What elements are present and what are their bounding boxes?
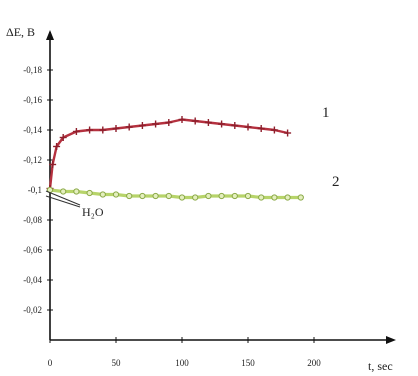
x-axis-arrow <box>386 336 396 344</box>
series-1-line <box>48 118 288 189</box>
series-1-point <box>53 143 61 150</box>
series-2-point <box>99 191 106 198</box>
annotation: H₂O <box>45 190 104 219</box>
series-2-point <box>165 192 172 200</box>
series-1-label: 1 <box>322 105 330 121</box>
y-tick-label: -0,16 <box>23 95 42 105</box>
y-tick-label: -0,12 <box>23 155 42 165</box>
series-2-point <box>152 192 159 200</box>
series-1-point <box>86 126 94 134</box>
series-1-point <box>59 134 67 141</box>
series-1-point <box>178 116 186 123</box>
series-1-point <box>257 125 265 132</box>
y-tick-label: -0,18 <box>23 65 42 75</box>
series-2-label: 2 <box>332 174 340 190</box>
series-1-point <box>49 161 57 168</box>
series-2-point <box>192 194 199 201</box>
series-2-point <box>73 188 80 195</box>
series-points <box>46 116 304 201</box>
series-1-point <box>244 123 252 131</box>
series-2-point <box>218 192 225 200</box>
series-2-point <box>139 192 146 200</box>
axes <box>46 30 396 344</box>
x-axis-label: t, sec <box>368 359 393 373</box>
series-1-point <box>99 126 107 134</box>
series-1-point <box>204 119 212 126</box>
series-1-point <box>284 129 292 137</box>
series-2-point <box>258 194 265 201</box>
y-tick-label: -0,06 <box>23 245 42 255</box>
series-1-point <box>165 119 173 126</box>
series-2-point <box>231 192 238 200</box>
y-tick-label: -0,02 <box>23 305 42 315</box>
y-axis-ticks: -0,02 -0,04 -0,06 -0,08 -0,1 -0,12 -0,14 -0,16 -… <box>23 65 53 315</box>
series-2-point <box>297 194 304 201</box>
x-tick-label: 50 <box>112 358 122 368</box>
series-1-point <box>152 120 160 128</box>
series-2-point <box>271 194 278 201</box>
y-axis-arrow <box>46 30 54 40</box>
annotation-label: H₂O <box>82 205 104 219</box>
series-1-point <box>270 126 278 134</box>
series-2-point <box>244 192 252 200</box>
series-2-point <box>60 188 67 195</box>
series-1-point <box>231 122 239 129</box>
series-1-point <box>125 123 133 131</box>
series-1-point <box>138 122 146 129</box>
x-axis-ticks: 0 50 100 150 200 <box>48 337 321 368</box>
series-2-point <box>126 192 133 200</box>
series-1-point <box>112 125 120 132</box>
series-1-point <box>191 117 199 125</box>
series-2-point <box>284 194 291 201</box>
series-1-point <box>72 128 80 135</box>
y-tick-label: -0,08 <box>23 215 42 225</box>
series-2-point <box>112 191 120 198</box>
y-tick-label: -0,1 <box>28 185 42 195</box>
series-2-point <box>205 192 212 200</box>
x-tick-label: 100 <box>175 358 189 368</box>
y-tick-label: -0,04 <box>23 275 42 285</box>
y-axis-label: ΔE, B <box>6 25 35 39</box>
series-2-point <box>86 189 93 197</box>
x-tick-label: 150 <box>241 358 255 368</box>
series-2-point <box>178 194 186 201</box>
x-tick-label: 200 <box>307 358 321 368</box>
series-1-point <box>218 120 226 128</box>
x-tick-label: 0 <box>48 358 53 368</box>
series-lines <box>48 118 301 200</box>
y-tick-label: -0,14 <box>23 125 42 135</box>
